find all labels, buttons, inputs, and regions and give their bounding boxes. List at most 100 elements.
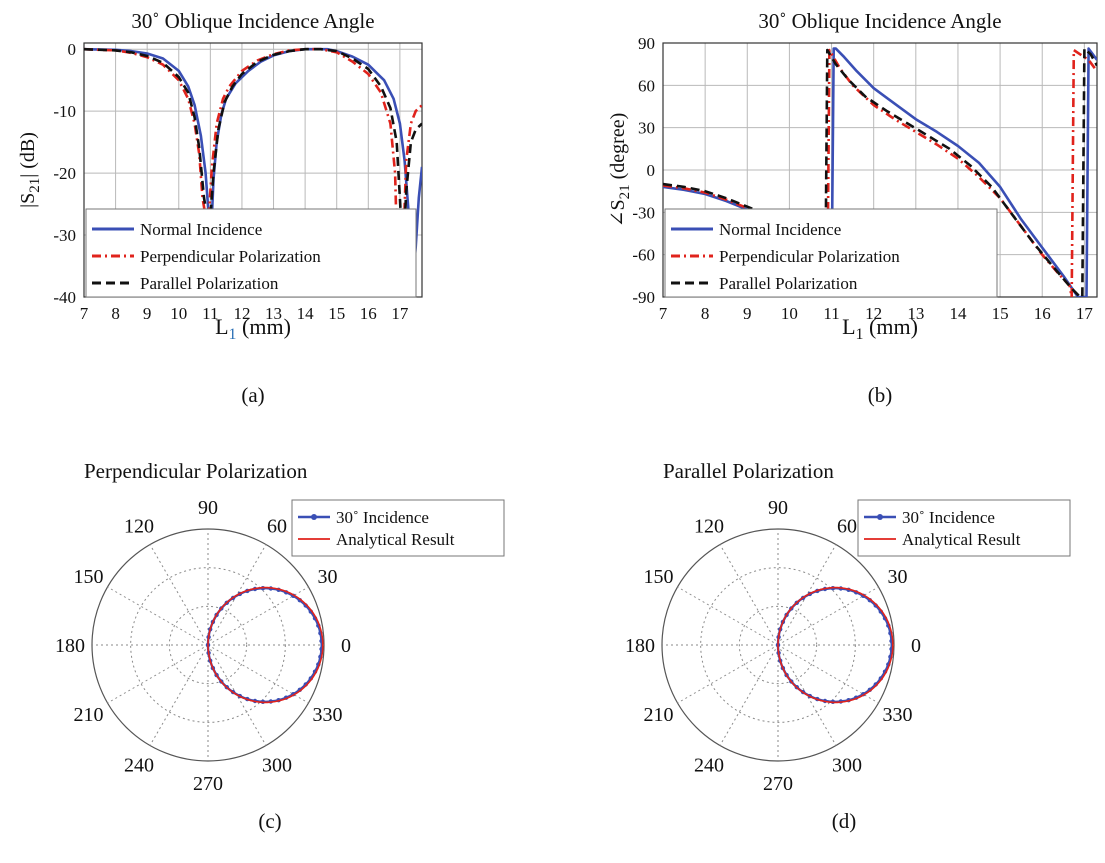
polar-angle-label: 30 [318, 566, 338, 588]
x-label-rest: (mm) [237, 314, 291, 339]
chart-panel-a: 7 8 9 10 11 12 13 14 15 16 17 0 -10 -20 -30 -40 30˚ Obli… [17, 9, 423, 407]
y-tick-label: 30 [638, 119, 655, 138]
legend-label: Analytical Result [336, 530, 455, 549]
polar-angle-label: 330 [883, 704, 913, 726]
polar-angle-label: 240 [694, 755, 724, 777]
y-tick-label: 60 [638, 76, 655, 95]
y-tick-label: -60 [632, 246, 655, 265]
polar-grid-ring [700, 567, 856, 723]
x-tick-label: 15 [328, 304, 345, 323]
panel-caption: (b) [868, 383, 893, 407]
x-tick-label: 9 [743, 304, 752, 323]
legend-label: Analytical Result [902, 530, 1021, 549]
polar-angle-label: 0 [341, 635, 351, 657]
legend-box [291, 499, 505, 557]
x-label-sub: 1 [856, 326, 864, 343]
chart-title: Perpendicular Polarization [84, 459, 308, 483]
x-label-main: L [215, 314, 228, 339]
x-tick-label: 13 [265, 304, 282, 323]
polar-spoke [777, 544, 837, 646]
polar-angle-label: 30 [888, 566, 908, 588]
x-tick-label: 8 [111, 304, 120, 323]
x-tick-label: 17 [1076, 304, 1094, 323]
polar-angle-label: 300 [262, 755, 292, 777]
x-label-sub: 1 [229, 326, 237, 343]
x-tick-label: 12 [233, 304, 250, 323]
legend-label: 30˚ Incidence [336, 508, 429, 527]
polar-angle-label: 270 [763, 773, 793, 795]
x-tick-label: 7 [80, 304, 89, 323]
legend-marker [877, 514, 883, 520]
x-tick-label: 10 [781, 304, 798, 323]
polar-spoke [107, 586, 209, 646]
y-tick-label: 90 [638, 34, 655, 53]
legend-label: Perpendicular Polarization [719, 247, 900, 266]
panel-caption: (c) [258, 809, 281, 833]
chart-title: Parallel Polarization [663, 459, 834, 483]
polar-spoke [719, 644, 779, 746]
polar-spoke [677, 644, 779, 704]
x-tick-label: 16 [1034, 304, 1051, 323]
y-tick-label: -30 [632, 203, 655, 222]
x-tick-label: 11 [202, 304, 218, 323]
polar-angle-label: 180 [625, 635, 655, 657]
legend-label: Perpendicular Polarization [140, 247, 321, 266]
polar-spoke [207, 544, 267, 646]
polar-spoke [107, 644, 209, 704]
polar-angle-label: 90 [198, 497, 218, 519]
legend-label: 30˚ Incidence [902, 508, 995, 527]
polar-spoke [677, 586, 779, 646]
x-tick-label: 14 [949, 304, 967, 323]
y-axis-label: |S21| (dB) [17, 132, 43, 208]
y-tick-label: -40 [53, 288, 76, 307]
x-tick-label: 9 [143, 304, 152, 323]
legend: Normal Incidence Perpendicular Polarizati… [85, 208, 417, 298]
y-axis-label: ∠S21 (degree) [607, 113, 633, 228]
polar-angle-label: 210 [73, 704, 103, 726]
y-tick-label: -10 [53, 102, 76, 121]
y-tick-label: -20 [53, 164, 76, 183]
polar-spoke [207, 644, 267, 746]
y-tick-label: -30 [53, 226, 76, 245]
polar-angle-label: 90 [768, 497, 788, 519]
legend-box [85, 208, 417, 298]
polar-series-analytical [777, 586, 894, 704]
x-tick-label: 17 [391, 304, 409, 323]
x-tick-label: 14 [297, 304, 315, 323]
legend-label: Parallel Polarization [140, 274, 279, 293]
x-tick-label: 15 [992, 304, 1009, 323]
polar-spoke [149, 644, 209, 746]
x-label-main: L [842, 314, 855, 339]
y-label-sub: 21 [617, 184, 633, 199]
polar-series-analytical [207, 586, 324, 704]
legend-label: Normal Incidence [719, 220, 841, 239]
x-tick-label: 8 [701, 304, 710, 323]
x-tick-label: 13 [907, 304, 924, 323]
legend: 30˚ Incidence Analytical Result [857, 499, 1071, 557]
legend-box [857, 499, 1071, 557]
chart-panel-d: 0 30 60 90 120 150 180 210 240 270 300 330 Parallel … [625, 459, 1071, 833]
polar-spoke [777, 644, 837, 746]
x-tick-label: 11 [823, 304, 839, 323]
x-axis-label: L1 (mm) [215, 314, 291, 343]
chart-panel-b: 7 8 9 10 11 12 13 14 15 16 17 90 60 30 0 -30 -60 -90 30˚ O… [607, 9, 1098, 407]
y-tick-label: 0 [647, 161, 656, 180]
polar-spoke [719, 544, 779, 646]
polar-angle-label: 240 [124, 755, 154, 777]
polar-grid-ring [130, 567, 286, 723]
polar-angle-label: 150 [643, 566, 673, 588]
legend: 30˚ Incidence Analytical Result [291, 499, 505, 557]
y-label-main: |S [17, 193, 39, 208]
polar-angle-label: 330 [313, 704, 343, 726]
x-tick-label: 7 [659, 304, 668, 323]
y-label-rest: (degree) [607, 113, 629, 185]
x-label-rest: (mm) [864, 314, 918, 339]
series-line-parallel-polarization [84, 47, 422, 262]
legend-label: Parallel Polarization [719, 274, 858, 293]
polar-grid-ring [168, 605, 248, 685]
y-tick-label: -90 [632, 288, 655, 307]
polar-angle-label: 120 [124, 515, 154, 537]
panel-caption: (d) [832, 809, 857, 833]
chart-panel-c: 0 30 60 90 120 150 180 210 240 270 300 330 Perpendic… [55, 459, 505, 833]
